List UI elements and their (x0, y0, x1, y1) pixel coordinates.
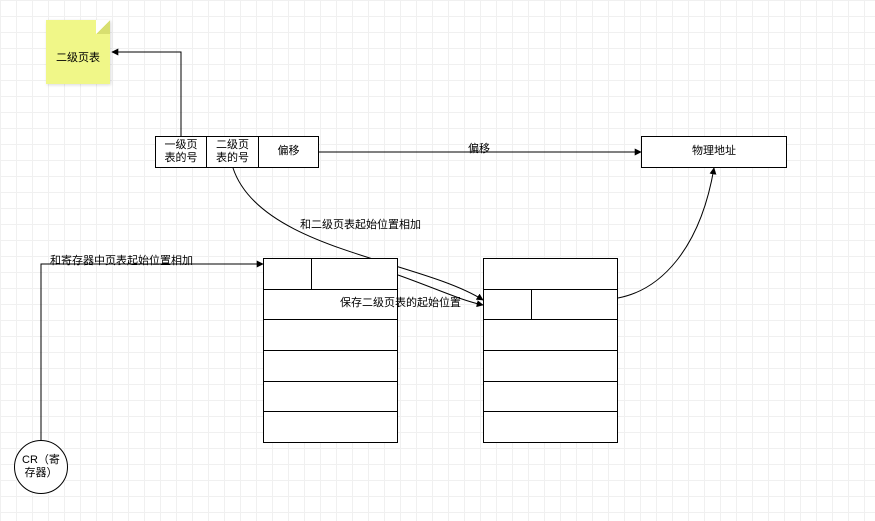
table-row (484, 411, 617, 442)
table-row (484, 319, 617, 350)
va-cell-offset-label: 偏移 (278, 145, 300, 158)
table-row (264, 259, 397, 289)
cr-register-label: CR（寄 存器） (22, 454, 60, 480)
table-row (264, 319, 397, 350)
cr-register-circle: CR（寄 存器） (14, 440, 68, 494)
physical-address-box: 物理地址 (641, 136, 787, 168)
table-row (264, 381, 397, 412)
sticky-note-text: 二级页表 (56, 49, 100, 65)
va-cell-offset: 偏移 (259, 136, 319, 168)
sticky-note: 二级页表 (46, 20, 110, 84)
edges-layer (0, 0, 875, 521)
edge-label-offset: 偏移 (468, 140, 490, 156)
va-cell-l1: 一级页 表的号 (155, 136, 207, 168)
va-cell-l2: 二级页 表的号 (207, 136, 259, 168)
table-row (484, 259, 617, 289)
page-table-1 (263, 258, 398, 443)
table-row (484, 289, 617, 320)
edge-label-l2-add: 和二级页表起始位置相加 (300, 216, 421, 232)
physical-address-label: 物理地址 (692, 145, 736, 158)
table-row (484, 350, 617, 381)
edge-label-reg-add: 和寄存器中页表起始位置相加 (50, 252, 193, 268)
va-cell-l1-label: 一级页 表的号 (165, 139, 198, 165)
table-row (264, 350, 397, 381)
table-row (484, 381, 617, 412)
table-row (264, 289, 397, 320)
va-cell-l2-label: 二级页 表的号 (216, 139, 249, 165)
table-row (264, 411, 397, 442)
page-table-2 (483, 258, 618, 443)
